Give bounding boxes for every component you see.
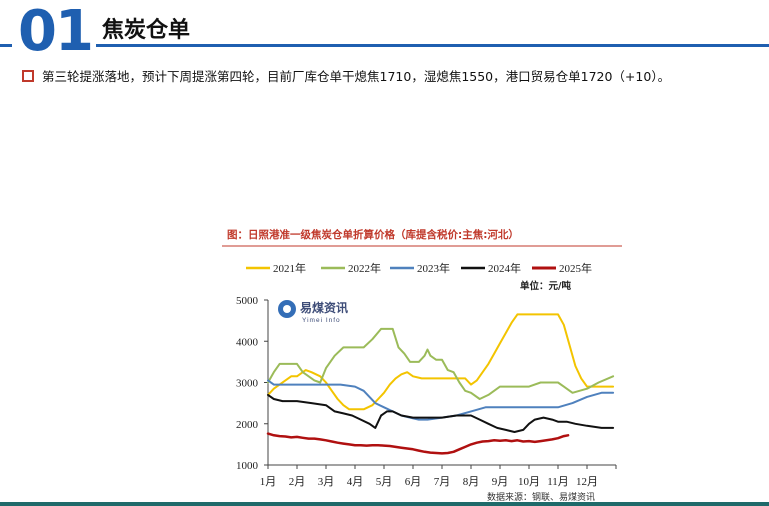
x-tick-label: 5月 bbox=[376, 476, 393, 488]
y-tick-label: 1000 bbox=[236, 460, 259, 472]
x-tick-label: 12月 bbox=[576, 476, 598, 488]
series-layer bbox=[266, 313, 615, 455]
x-tick-label: 3月 bbox=[318, 476, 335, 488]
x-tick-label: 6月 bbox=[405, 476, 422, 488]
bullet-text: 第三轮提涨落地，预计下周提涨第四轮，目前厂库仓单干熄焦1710，湿熄焦1550，… bbox=[42, 69, 671, 84]
x-tick-label: 10月 bbox=[518, 476, 540, 488]
series-line-2022年 bbox=[267, 327, 615, 400]
series-line-2021年 bbox=[267, 313, 615, 411]
footer-rule bbox=[0, 502, 769, 506]
series-line-2024年 bbox=[267, 393, 615, 433]
watermark-name: 易煤资讯 bbox=[300, 300, 348, 315]
x-tick-label: 1月 bbox=[260, 476, 277, 488]
header-rule-left bbox=[0, 44, 12, 47]
y-tick-label: 4000 bbox=[236, 336, 259, 348]
legend-label: 2021年 bbox=[273, 261, 306, 275]
header-rule bbox=[96, 44, 769, 47]
x-tick-label: 4月 bbox=[347, 476, 364, 488]
legend-label: 2022年 bbox=[348, 261, 381, 275]
section-number: 01 bbox=[18, 0, 94, 64]
x-tick-label: 8月 bbox=[463, 476, 480, 488]
y-axis: 1000 2000 3000 4000 5000 bbox=[236, 295, 269, 472]
bullet-square-icon bbox=[22, 69, 34, 82]
watermark-sub: Yimei Info bbox=[302, 317, 341, 324]
y-tick-label: 5000 bbox=[236, 295, 259, 307]
chart-legend: 2021年 2022年 2023年 2024年 2025年 bbox=[246, 261, 592, 275]
x-tick-label: 2月 bbox=[289, 476, 306, 488]
page-title: 焦炭仓单 bbox=[102, 18, 191, 43]
series-line-2025年 bbox=[266, 432, 570, 455]
unit-label: 单位：元/吨 bbox=[520, 280, 571, 292]
y-tick-label: 3000 bbox=[236, 378, 259, 390]
legend-label: 2025年 bbox=[559, 261, 592, 275]
watermark-coin-icon bbox=[278, 300, 296, 318]
series-line-2023年 bbox=[267, 379, 615, 421]
x-tick-label: 9月 bbox=[492, 476, 509, 488]
x-axis: 1月 2月 3月 4月 5月 6月 7月 8月 9月 10月 11月 12月 bbox=[260, 464, 617, 488]
legend-label: 2024年 bbox=[488, 261, 521, 275]
watermark-logo: 易煤资讯 Yimei Info bbox=[278, 300, 348, 324]
x-tick-label: 7月 bbox=[434, 476, 451, 488]
source-label: 数据来源：钢联、易煤资讯 bbox=[487, 491, 595, 503]
x-tick-label: 11月 bbox=[547, 476, 569, 488]
chart-title: 图：日照港准一级焦炭仓单折算价格（库提含税价:主焦:河北） bbox=[227, 228, 519, 241]
legend-label: 2023年 bbox=[417, 261, 450, 275]
bullet-point: 第三轮提涨落地，预计下周提涨第四轮，目前厂库仓单干熄焦1710，湿熄焦1550，… bbox=[22, 66, 670, 85]
y-tick-label: 2000 bbox=[236, 419, 259, 431]
